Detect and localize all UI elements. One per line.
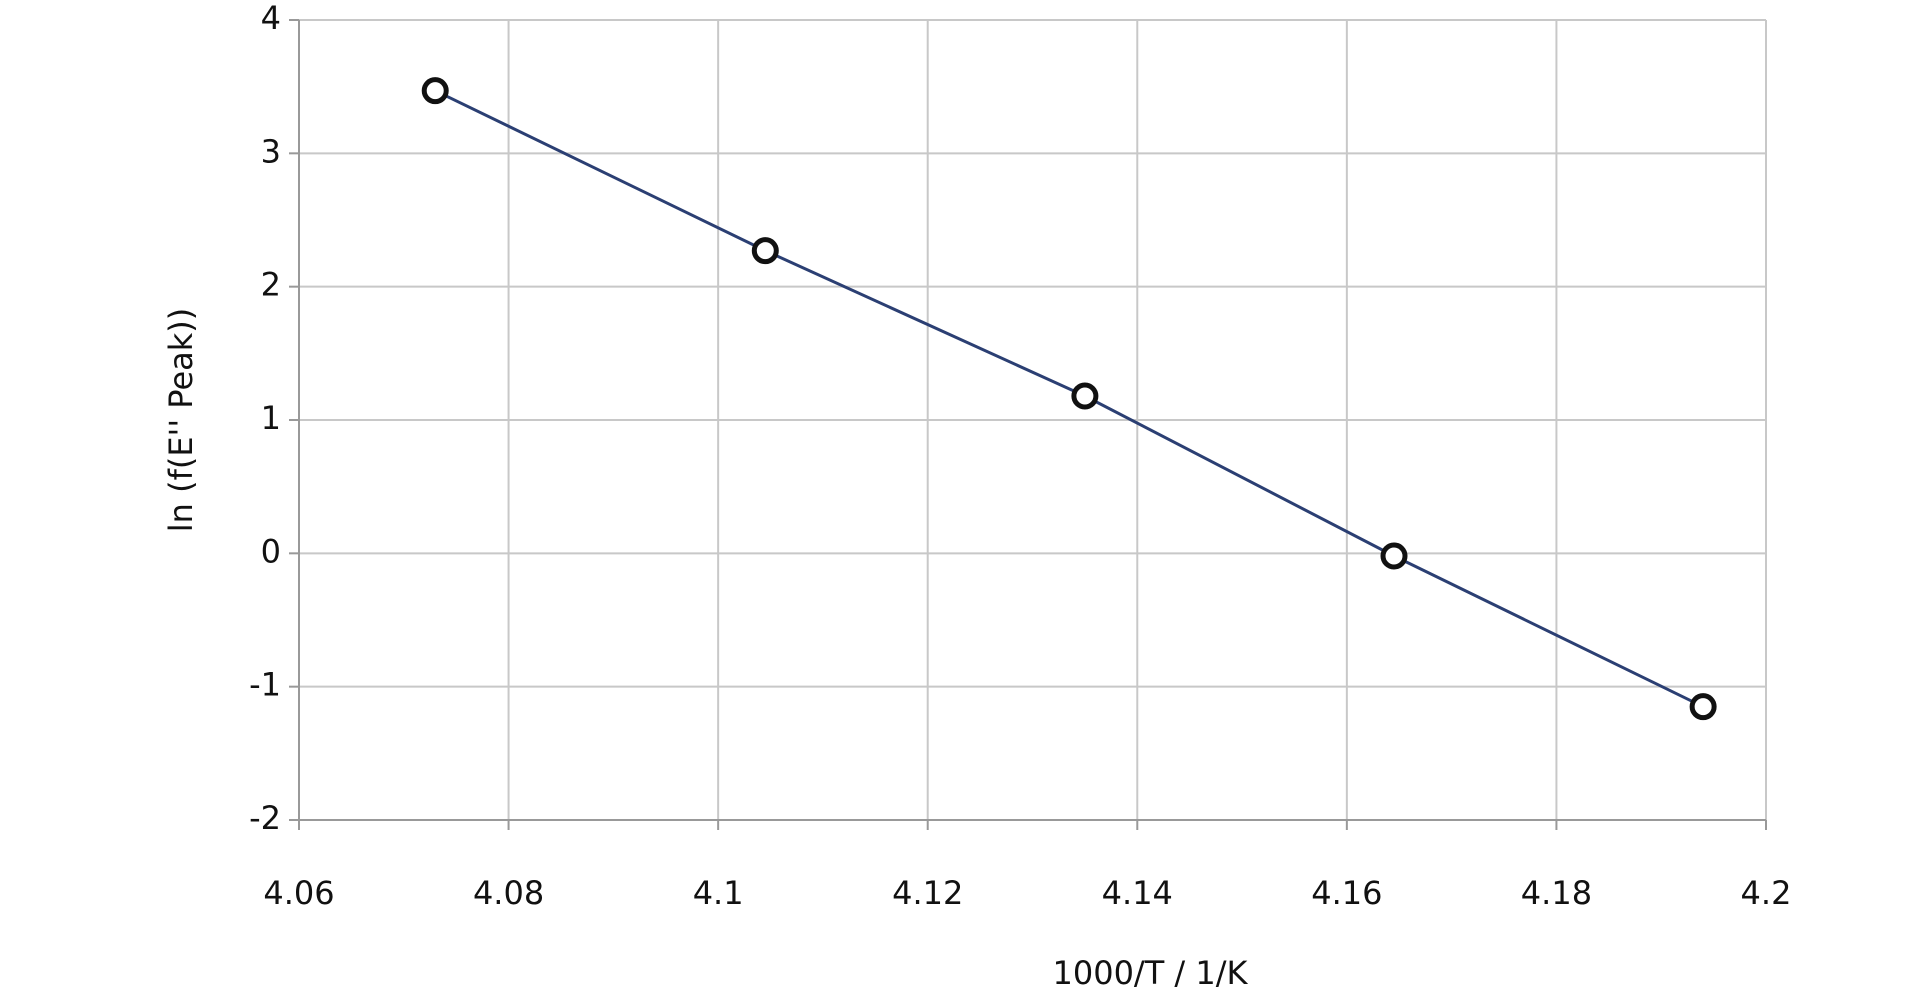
x-tick-label: 4.2 [1741, 874, 1792, 912]
y-tick-label: 1 [261, 399, 281, 437]
y-tick-label: -2 [249, 799, 281, 837]
y-tick-label: 0 [261, 532, 281, 570]
y-axis-label: ln (f(E'' Peak)) [162, 308, 200, 533]
x-tick-label: 4.14 [1102, 874, 1173, 912]
data-point [1071, 382, 1099, 410]
data-point [1380, 542, 1408, 570]
data-point [1689, 693, 1717, 721]
y-tick-label: 4 [261, 0, 281, 37]
x-tick-label: 4.16 [1311, 874, 1382, 912]
series-line [434, 89, 1704, 709]
x-tick-label: 4.1 [693, 874, 744, 912]
y-tick-label: 2 [261, 266, 281, 304]
data-point [421, 77, 449, 105]
x-tick-label: 4.06 [263, 874, 334, 912]
x-axis-label: 1000/T / 1/K [1052, 954, 1248, 992]
data-point [751, 237, 779, 265]
x-tick-label: 4.12 [892, 874, 963, 912]
y-tick-label: 3 [261, 132, 281, 170]
x-tick-label: 4.18 [1521, 874, 1592, 912]
x-tick-label: 4.08 [473, 874, 544, 912]
y-tick-label: -1 [249, 666, 281, 704]
